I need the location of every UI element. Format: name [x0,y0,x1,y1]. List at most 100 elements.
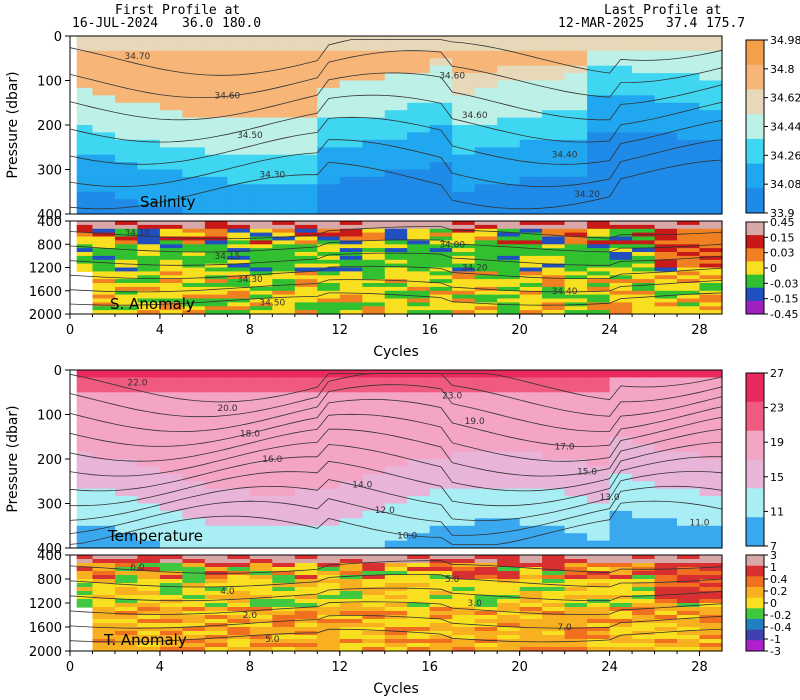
data-cell [294,619,318,624]
data-cell [137,587,161,592]
colorbar-tick-label: 34.8 [770,63,795,76]
data-cell [115,279,139,284]
data-cell [249,125,273,133]
data-cell [317,481,341,490]
data-cell [497,125,521,133]
data-cell [115,224,139,230]
data-cell [182,310,206,315]
data-cell [542,184,566,193]
data-cell [564,503,588,512]
data-cell [137,619,161,624]
x-tick-label: 28 [691,660,708,675]
data-cell [429,377,453,386]
data-cell [632,162,656,171]
data-cell [339,619,363,624]
data-cell [317,169,341,178]
data-cell [407,306,431,311]
data-cell [632,607,656,612]
data-cell [362,421,386,430]
data-cell [339,444,363,453]
data-cell [542,563,566,568]
data-cell [429,473,453,482]
data-cell [609,162,633,171]
data-cell [699,635,723,640]
data-cell [272,162,296,171]
data-cell [249,587,273,592]
data-cell [317,444,341,453]
data-cell [677,102,701,111]
data-cell [407,429,431,438]
data-cell [677,139,701,148]
data-cell [182,459,206,467]
data-cell [204,263,228,269]
contour-label: 34.20 [574,190,600,200]
data-cell [227,473,251,482]
data-cell [317,567,341,572]
data-cell [272,611,296,616]
data-cell [452,567,476,572]
data-cell [654,221,678,226]
data-cell [227,643,251,648]
last-profile-date: 12-MAR-2025 [558,16,645,31]
data-cell [497,232,521,238]
data-cell [76,473,93,482]
data-cell [204,639,228,644]
data-cell [452,518,476,527]
data-cell [632,611,656,616]
data-cell [76,595,93,600]
data-cell [227,132,251,141]
data-cell [115,579,139,584]
data-cell [115,595,139,600]
data-cell [272,459,296,467]
data-cell [407,619,431,624]
data-cell [609,587,633,592]
data-cell [474,252,498,257]
data-cell [587,263,611,269]
data-cell [272,384,296,393]
data-cell [115,267,139,272]
y-tick-label: 400 [37,549,62,564]
data-cell [182,259,206,265]
data-cell [227,559,251,564]
data-cell [677,559,701,564]
data-cell [137,252,161,257]
data-cell [92,496,116,505]
data-cell [92,503,116,512]
data-cell [632,221,656,226]
data-cell [115,607,139,612]
data-cell [137,117,161,126]
data-cell [609,481,633,490]
contour-label: 6.0 [130,563,145,573]
data-cell [204,579,228,584]
data-cell [519,154,543,163]
data-cell [339,503,363,512]
data-cell [384,132,408,141]
data-cell [407,451,431,460]
data-cell [677,252,701,257]
data-cell [564,567,588,572]
data-cell [249,647,273,652]
data-cell [497,583,521,588]
data-cell [564,80,588,89]
data-cell [137,643,161,648]
data-cell [474,488,498,497]
data-cell [362,595,386,600]
data-cell [407,518,431,527]
data-cell [249,563,273,568]
data-cell [699,459,723,467]
data-cell [227,302,251,307]
data-cell [474,259,498,265]
data-cell [294,436,318,445]
data-cell [204,224,228,230]
data-cell [272,579,296,584]
data-cell [339,117,363,126]
data-cell [519,540,543,549]
data-cell [362,267,386,272]
data-cell [677,110,701,119]
data-cell [294,184,318,193]
data-cell [632,540,656,549]
data-cell [384,139,408,148]
data-cell [519,199,543,208]
data-cell [182,302,206,307]
data-cell [654,283,678,288]
